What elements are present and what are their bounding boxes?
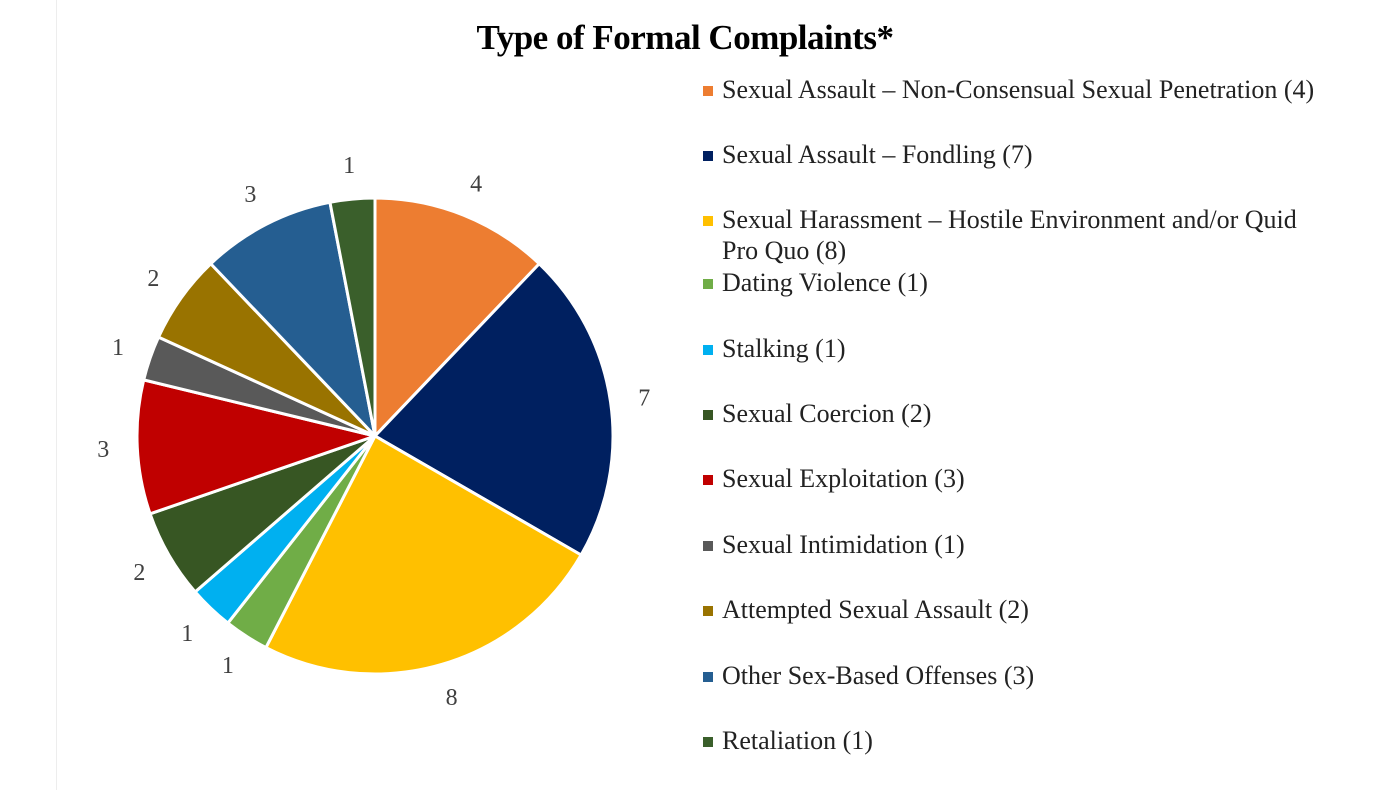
legend-label: Sexual Intimidation (1) [722, 530, 965, 559]
page-left-border [56, 0, 57, 790]
legend-label: Sexual Exploitation (3) [722, 464, 965, 493]
slice-data-label: 8 [446, 685, 458, 711]
legend-swatch [703, 151, 713, 161]
slice-data-label: 2 [147, 266, 159, 292]
legend-label: Stalking (1) [722, 334, 846, 363]
legend-swatch [703, 541, 713, 551]
legend-label: Dating Violence (1) [722, 268, 928, 297]
slice-data-label: 1 [181, 621, 193, 647]
legend-swatch [703, 672, 713, 682]
legend-label: Retaliation (1) [722, 726, 873, 755]
legend-label: Sexual Coercion (2) [722, 399, 932, 428]
chart-title: Type of Formal Complaints* [476, 18, 894, 57]
legend-swatch [703, 345, 713, 355]
slice-data-label: 1 [222, 653, 234, 679]
pie-slice [373, 262, 615, 557]
pie-slice [373, 196, 541, 438]
legend-swatch [703, 216, 713, 226]
pie-slice [209, 200, 377, 438]
slice-data-label: 1 [343, 153, 355, 179]
legend-label: Sexual Assault – Non-Consensual Sexual P… [722, 75, 1315, 104]
pie-slice [135, 378, 377, 516]
slice-data-label: 2 [133, 560, 145, 586]
legend-label: Other Sex-Based Offenses (3) [722, 661, 1035, 690]
legend-swatch [703, 86, 713, 96]
slice-data-label: 7 [638, 385, 650, 411]
pie-slice [328, 196, 377, 438]
legend-swatch [703, 606, 713, 616]
legend-swatch [703, 475, 713, 485]
legend-label: Sexual Harassment – Hostile Environment … [722, 205, 1297, 265]
legend-swatch [703, 737, 713, 747]
pie-chart: 4 7 8 1 1 2 3 1 2 3 1 [97, 153, 650, 711]
legend-swatch [703, 410, 713, 420]
legend-swatch [703, 279, 713, 289]
slice-data-label: 3 [97, 437, 109, 463]
slice-data-label: 4 [470, 172, 482, 198]
slice-data-label: 3 [244, 182, 256, 208]
slice-data-label: 1 [112, 335, 124, 361]
legend-label: Sexual Assault – Fondling (7) [722, 140, 1033, 169]
legend-label: Attempted Sexual Assault (2) [722, 595, 1029, 624]
